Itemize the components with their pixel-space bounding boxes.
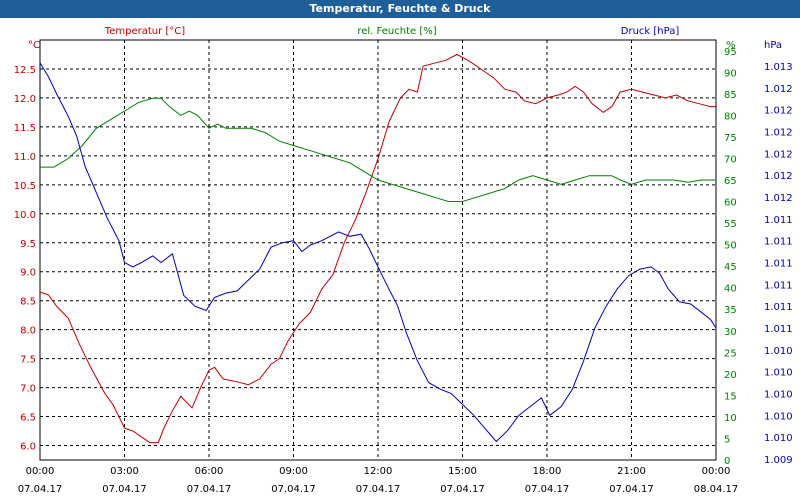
humidity-series-line [40, 97, 716, 202]
temperature-tick-label: 6.0 [20, 442, 36, 453]
pressure-tick-label: 1.013 [764, 62, 793, 73]
humidity-tick-label: 10 [724, 413, 737, 424]
temperature-series-line [39, 53, 716, 444]
humidity-tick-label: 5 [724, 434, 730, 445]
pressure-tick-label: 1.010 [764, 390, 793, 401]
pressure-tick-label: 1.011 [764, 302, 793, 313]
humidity-tick-label: 65 [724, 176, 737, 187]
pressure-tick-label: 1.009 [764, 455, 793, 466]
humidity-tick-label: 35 [724, 305, 737, 316]
axes: Temperatur [°C] rel. Feuchte [%] Druck [… [14, 26, 793, 495]
pressure-tick-label: 1.011 [764, 280, 793, 291]
humidity-tick-label: 25 [724, 348, 737, 359]
temperature-tick-label: 10.5 [14, 181, 36, 192]
humidity-unit: % [726, 40, 736, 51]
humidity-tick-label: 20 [724, 370, 737, 381]
temperature-tick-label: 11.0 [14, 152, 36, 163]
pressure-tick-label: 1.011 [764, 324, 793, 335]
temperature-axis-label: Temperatur [°C] [104, 26, 185, 37]
x-tick-date: 07.04.17 [440, 484, 485, 495]
x-tick-label: 09:00 [279, 466, 308, 477]
humidity-tick-label: 75 [724, 133, 737, 144]
humidity-tick-label: 95 [724, 47, 737, 58]
humidity-tick-label: 45 [724, 262, 737, 273]
temperature-tick-label: 7.0 [20, 384, 36, 395]
pressure-tick-label: 1.010 [764, 411, 793, 422]
x-tick-date: 07.04.17 [18, 484, 63, 495]
humidity-tick-label: 15 [724, 391, 737, 402]
temperature-tick-label: 10.0 [14, 210, 36, 221]
humidity-tick-label: 90 [724, 68, 737, 79]
pressure-tick-label: 1.012 [764, 106, 793, 117]
temperature-tick-label: 8.5 [20, 297, 36, 308]
temperature-tick-label: 9.0 [20, 268, 36, 279]
temperature-unit: °C [28, 40, 40, 51]
window-title: Temperatur, Feuchte & Druck [0, 0, 800, 18]
x-tick-date: 07.04.17 [187, 484, 232, 495]
x-tick-date: 07.04.17 [609, 484, 654, 495]
pressure-tick-label: 1.011 [764, 259, 793, 270]
temperature-tick-label: 12.0 [14, 94, 36, 105]
x-tick-date: 07.04.17 [356, 484, 401, 495]
pressure-tick-label: 1.012 [764, 84, 793, 95]
humidity-tick-label: 60 [724, 198, 737, 209]
x-tick-label: 03:00 [110, 466, 139, 477]
humidity-tick-label: 50 [724, 241, 737, 252]
x-tick-date: 07.04.17 [271, 484, 316, 495]
temperature-tick-label: 7.5 [20, 355, 36, 366]
humidity-tick-label: 80 [724, 111, 737, 122]
x-tick-label: 00:00 [26, 466, 55, 477]
temperature-tick-label: 12.5 [14, 65, 36, 76]
pressure-tick-label: 1.010 [764, 433, 793, 444]
x-tick-label: 15:00 [448, 466, 477, 477]
temperature-tick-label: 9.5 [20, 239, 36, 250]
humidity-tick-label: 30 [724, 327, 737, 338]
pressure-tick-label: 1.010 [764, 368, 793, 379]
humidity-tick-label: 85 [724, 90, 737, 101]
pressure-tick-label: 1.011 [764, 215, 793, 226]
pressure-axis-label: Druck [hPa] [621, 26, 680, 37]
humidity-tick-label: 0 [724, 456, 730, 467]
x-tick-date: 08.04.17 [694, 484, 739, 495]
x-tick-label: 18:00 [533, 466, 562, 477]
x-tick-date: 07.04.17 [102, 484, 147, 495]
x-tick-label: 06:00 [195, 466, 224, 477]
x-tick-label: 12:00 [364, 466, 393, 477]
x-tick-label: 00:00 [702, 466, 731, 477]
x-tick-date: 07.04.17 [525, 484, 570, 495]
pressure-tick-label: 1.012 [764, 193, 793, 204]
pressure-tick-label: 1.012 [764, 149, 793, 160]
gridlines [39, 39, 717, 461]
humidity-tick-label: 55 [724, 219, 737, 230]
pressure-tick-label: 1.010 [764, 346, 793, 357]
x-tick-label: 21:00 [617, 466, 646, 477]
chart: Temperatur [°C] rel. Feuchte [%] Druck [… [14, 26, 793, 495]
humidity-tick-label: 70 [724, 154, 737, 165]
pressure-unit: hPa [764, 40, 782, 51]
pressure-series-line [39, 62, 717, 443]
temperature-tick-label: 11.5 [14, 123, 36, 134]
humidity-axis-label: rel. Feuchte [%] [357, 26, 436, 37]
humidity-tick-label: 40 [724, 284, 737, 295]
pressure-tick-label: 1.012 [764, 171, 793, 182]
series [39, 53, 717, 444]
temperature-tick-label: 8.0 [20, 326, 36, 337]
pressure-tick-label: 1.012 [764, 128, 793, 139]
pressure-tick-label: 1.011 [764, 237, 793, 248]
temperature-tick-label: 6.5 [20, 413, 36, 424]
